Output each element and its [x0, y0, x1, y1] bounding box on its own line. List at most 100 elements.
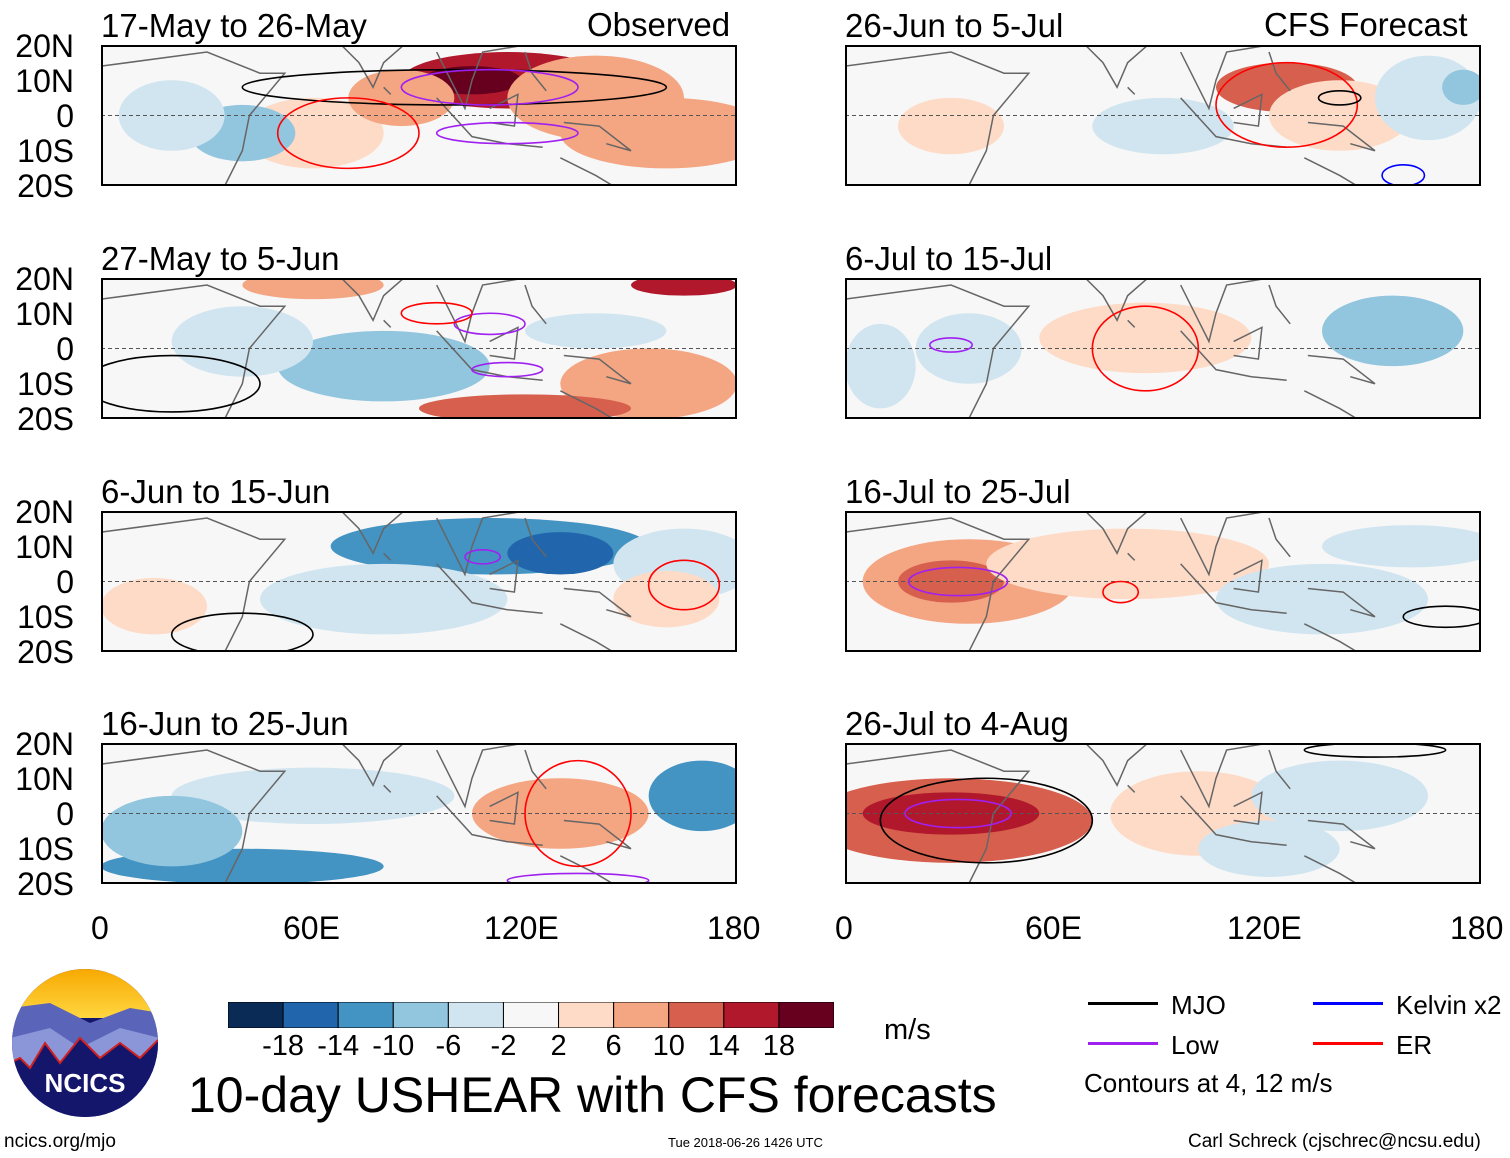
wave-contour	[647, 559, 721, 611]
coastline	[1179, 743, 1270, 809]
y-tick-label: 10S	[17, 366, 74, 402]
coastline	[101, 749, 287, 884]
footer-author: Carl Schreck (cjschrec@ncsu.edu)	[1188, 1131, 1481, 1152]
coastline	[1084, 45, 1149, 89]
shear-anomaly-region	[101, 577, 207, 635]
ncics-logo: NCICS	[12, 969, 158, 1117]
wave-contour	[101, 354, 261, 413]
coastline	[436, 330, 543, 381]
y-tick-label: 0	[56, 331, 74, 367]
coastline	[383, 784, 392, 793]
y-tick-label: 0	[56, 564, 74, 600]
shear-anomaly-region	[525, 313, 667, 349]
map-panel	[101, 511, 737, 652]
coastline	[383, 552, 392, 561]
coastline	[1307, 819, 1376, 850]
coastline	[1127, 552, 1136, 561]
coastline	[563, 354, 632, 385]
y-tick-label: 10S	[17, 133, 74, 169]
coastline	[559, 390, 614, 419]
colorbar-bin	[778, 1002, 834, 1028]
coastline	[524, 749, 547, 790]
coastline	[1233, 791, 1263, 825]
y-tick-label: 20S	[17, 401, 74, 437]
legend-line	[1088, 1002, 1158, 1005]
colorbar-bin	[282, 1002, 339, 1028]
y-tick-label: 0	[56, 98, 74, 134]
panel-title: 26-Jul to 4-Aug	[845, 705, 1069, 742]
shear-anomaly-region	[613, 570, 720, 628]
wave-contour	[170, 612, 314, 652]
shear-anomaly-region	[1322, 295, 1464, 367]
coastline	[436, 563, 543, 614]
footer-timestamp: Tue 2018-06-26 1426 UTC	[668, 1135, 823, 1150]
colorbar-tick-label: -6	[435, 1030, 462, 1062]
coastline	[1307, 121, 1376, 152]
y-tick-label: 10N	[15, 296, 74, 332]
coastline	[1233, 326, 1263, 360]
coastline	[1084, 743, 1149, 787]
wave-contour	[879, 777, 1094, 864]
legend-label: MJO	[1171, 990, 1226, 1020]
coastline	[1268, 51, 1291, 92]
wave-contour	[929, 337, 974, 353]
wave-contour	[1091, 305, 1200, 392]
wave-contour	[1381, 164, 1426, 186]
colorbar-tick-label: -18	[262, 1030, 305, 1062]
y-tick-label: 10N	[15, 761, 74, 797]
coastline	[101, 51, 287, 186]
coastline	[1180, 795, 1287, 846]
coastline	[340, 278, 405, 322]
coastline	[1307, 354, 1376, 385]
coastline	[101, 284, 287, 419]
shear-anomaly-region	[348, 69, 455, 127]
map-panel	[101, 45, 737, 186]
shear-anomaly-region	[631, 278, 737, 296]
coastline	[435, 45, 526, 111]
shear-anomaly-region	[1442, 69, 1481, 105]
wave-contour	[464, 548, 502, 565]
wave-contour	[904, 798, 1012, 829]
shear-anomaly-region	[101, 795, 243, 867]
shear-anomaly-region	[1322, 525, 1481, 568]
colorbar-tick-label: 10	[652, 1030, 685, 1062]
shear-anomaly-region	[1198, 820, 1340, 877]
coastline	[1084, 511, 1149, 555]
panel-frame	[101, 278, 737, 419]
y-tick-label: 0	[56, 796, 74, 832]
x-tick-label: 120E	[484, 910, 559, 946]
map-panel	[845, 45, 1481, 186]
y-tick-label: 20S	[17, 168, 74, 204]
x-tick-label: 60E	[1025, 910, 1082, 946]
coastline	[1179, 511, 1270, 577]
x-tick-label: 180	[1450, 910, 1504, 946]
shear-anomaly-region	[1092, 97, 1234, 155]
colorbar-bin	[392, 1002, 449, 1028]
coastline	[845, 51, 1031, 186]
units-label: m/s	[884, 1014, 931, 1046]
coastline	[1127, 784, 1136, 793]
colorbar-bin	[668, 1002, 725, 1028]
shear-anomaly-region	[1216, 563, 1428, 635]
map-panel	[101, 278, 737, 419]
colorbar-bin	[228, 1002, 284, 1028]
wave-contour	[471, 361, 544, 378]
y-tick-label: 20N	[15, 494, 74, 530]
coastline	[524, 517, 547, 558]
coastline	[1307, 587, 1376, 618]
coastline	[1268, 749, 1291, 790]
y-tick-label: 10S	[17, 831, 74, 867]
wave-contour	[1102, 580, 1140, 604]
coastline	[563, 587, 632, 618]
y-tick-label: 20S	[17, 634, 74, 670]
panel-frame	[845, 511, 1481, 652]
shear-anomaly-region	[171, 306, 313, 377]
coastline	[1233, 559, 1263, 593]
map-panel	[845, 743, 1481, 884]
wave-contour	[435, 121, 579, 145]
coastline	[340, 511, 405, 555]
coastline	[563, 819, 632, 850]
coastline	[340, 45, 405, 89]
panel-title: 27-May to 5-Jun	[101, 240, 340, 277]
legend-label: Low	[1171, 1030, 1219, 1060]
